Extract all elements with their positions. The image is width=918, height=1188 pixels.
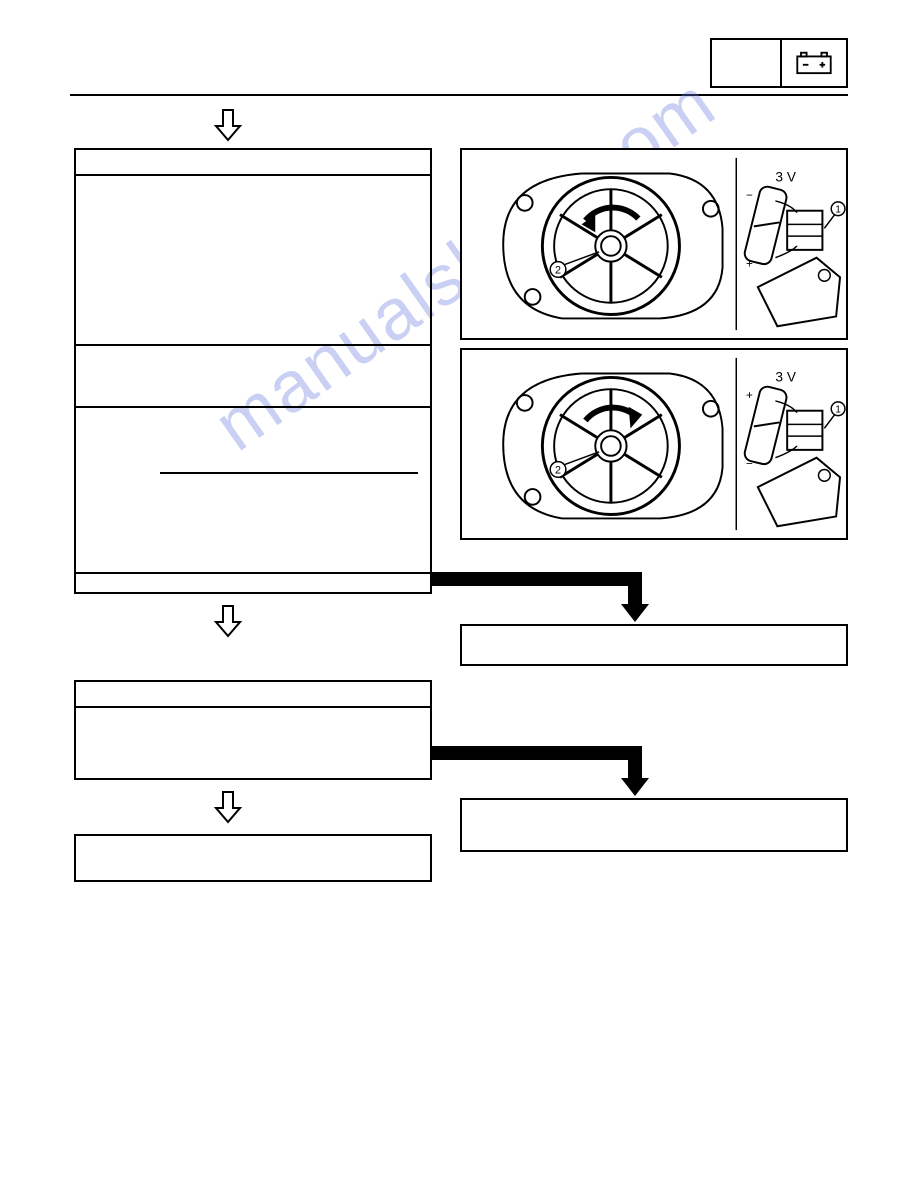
box-step-c bbox=[74, 148, 432, 594]
arrow-down-icon bbox=[214, 108, 242, 142]
rule bbox=[76, 572, 430, 574]
arrow-vert-thick bbox=[628, 746, 642, 780]
svg-text:2: 2 bbox=[555, 464, 561, 476]
arrow-head-down-icon bbox=[621, 778, 649, 796]
rule-partial bbox=[160, 472, 418, 474]
svg-text:+: + bbox=[746, 258, 753, 271]
arrow-vert-thick bbox=[628, 572, 642, 606]
rule bbox=[76, 406, 430, 408]
page: manualshive.com bbox=[0, 0, 918, 1188]
svg-text:1: 1 bbox=[835, 205, 840, 216]
arrow-right-thick bbox=[432, 746, 642, 760]
svg-text:−: − bbox=[746, 458, 753, 471]
arrow-head-down-icon bbox=[621, 604, 649, 622]
rule bbox=[76, 344, 430, 346]
box-step-e bbox=[74, 834, 432, 882]
svg-text:2: 2 bbox=[555, 264, 561, 276]
rule bbox=[76, 706, 430, 708]
svg-text:3 V: 3 V bbox=[775, 369, 796, 384]
svg-text:3 V: 3 V bbox=[775, 169, 796, 184]
box-step-d bbox=[74, 680, 432, 780]
diagram-motor-cw: 2 3 V + − 1 bbox=[460, 348, 848, 540]
svg-text:+: + bbox=[746, 389, 753, 402]
box-result-2 bbox=[460, 798, 848, 852]
arrow-down-icon bbox=[214, 604, 242, 638]
arrow-down-icon bbox=[214, 790, 242, 824]
header-box-group bbox=[710, 38, 848, 88]
diagram-motor-ccw: 2 3 V − + 1 bbox=[460, 148, 848, 340]
box-result-1 bbox=[460, 624, 848, 666]
svg-text:−: − bbox=[746, 189, 753, 202]
arrow-right-thick bbox=[432, 572, 642, 586]
header-rule bbox=[70, 94, 848, 96]
header-icon-box bbox=[782, 40, 846, 86]
svg-text:1: 1 bbox=[835, 405, 840, 416]
header-code-box bbox=[712, 40, 782, 86]
battery-icon bbox=[795, 49, 833, 78]
rule bbox=[76, 174, 430, 176]
